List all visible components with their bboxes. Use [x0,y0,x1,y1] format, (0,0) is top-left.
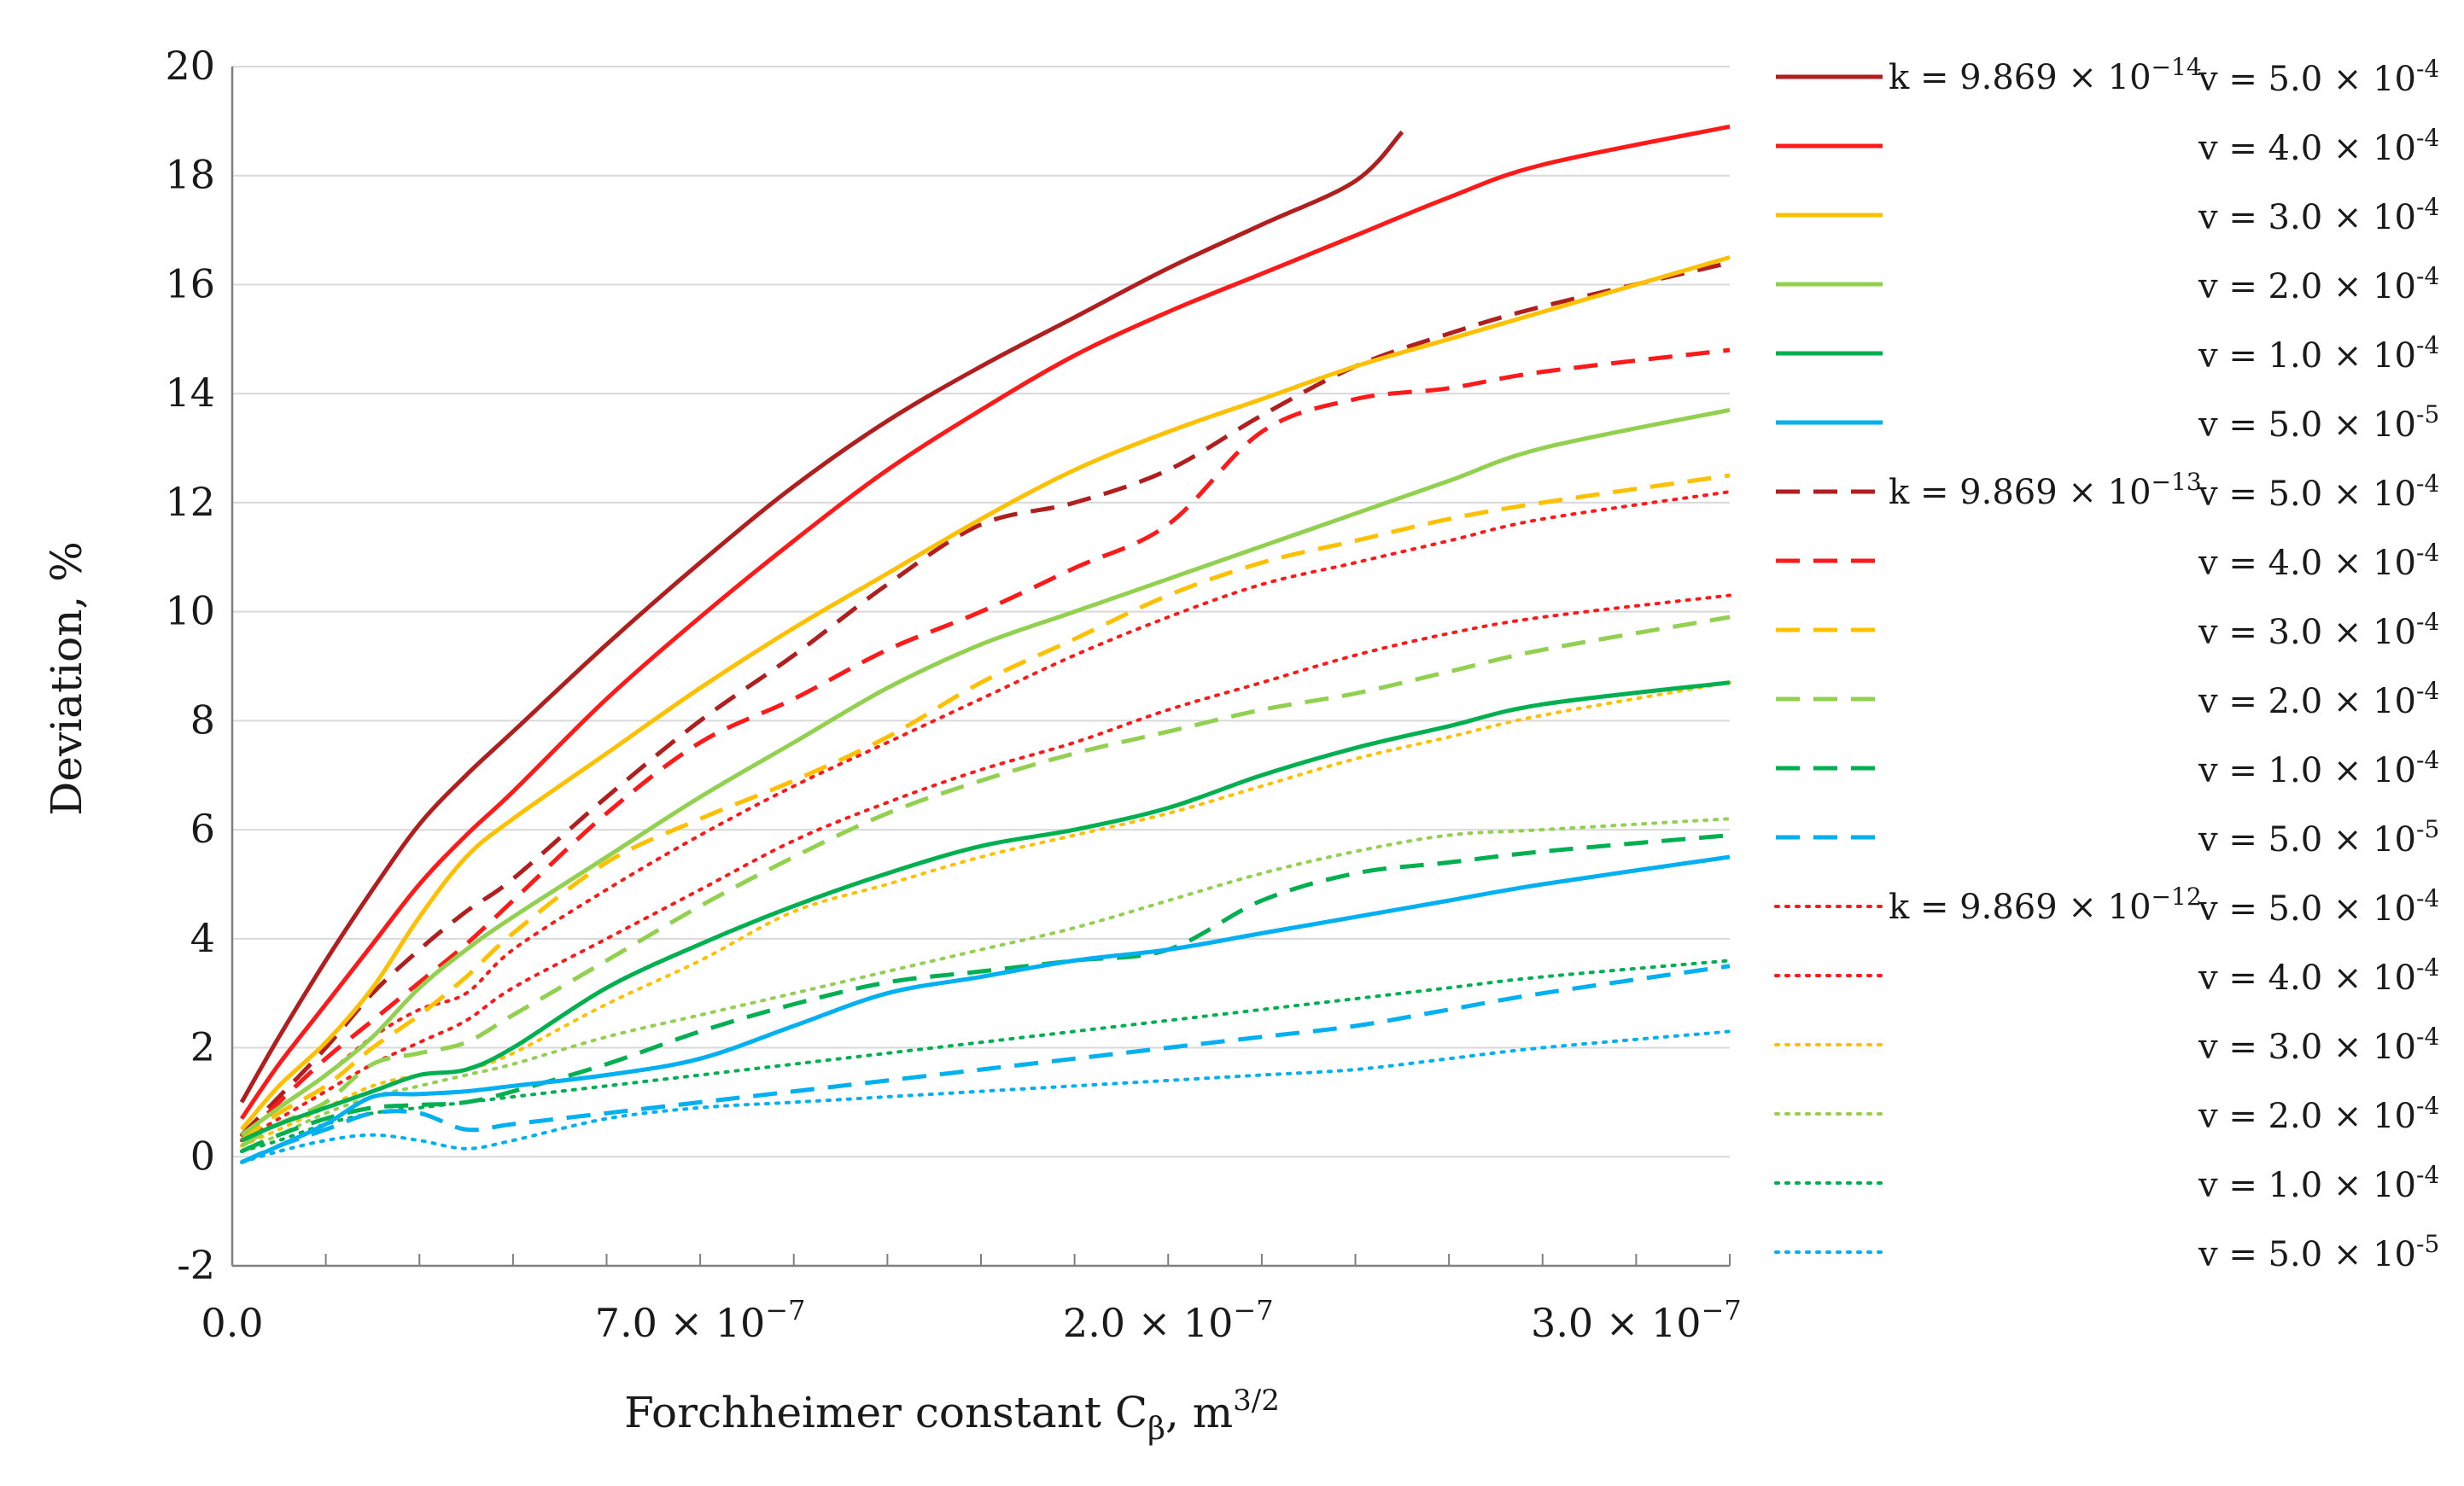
x-tick-label: 0.0 [201,1300,263,1346]
x-tick-label: 7.0 × 10−7 [595,1294,806,1346]
legend-v-label: v = 4.0 × 10-4 [2198,953,2439,998]
y-tick-label: 10 [165,588,215,634]
legend-v-label: v = 5.0 × 10-5 [2198,1230,2439,1274]
y-tick-label: 6 [190,806,215,852]
x-axis-title-unit: , m [1165,1388,1233,1437]
legend-v-label: v = 5.0 × 10-5 [2198,815,2439,860]
series-line [239,124,1731,1121]
legend-v-label: v = 3.0 × 10-4 [2198,193,2439,237]
x-axis-title-unit-superscript: 3/2 [1233,1384,1280,1418]
axes [231,67,1731,1267]
y-tick-label: 0 [190,1133,215,1179]
series-line [240,473,1731,1143]
legend-v-label: v = 5.0 × 10-4 [2198,469,2439,514]
legend-v-label: v = 2.0 × 10-4 [2198,262,2439,306]
legend-v-label: v = 1.0 × 10-4 [2198,1161,2439,1205]
y-tick-label: 18 [165,152,215,198]
x-axis-title-main: Forchheimer constant C [624,1388,1147,1437]
x-tick-label: 3.0 × 10−7 [1531,1294,1742,1346]
series-line [239,130,1404,1104]
series-line [240,593,1731,1143]
legend-k-label: k = 9.869 × 10−14 [1889,53,2202,97]
y-axis-title: Deviation, % [42,541,91,815]
legend-v-label: v = 5.0 × 10-4 [2198,55,2439,99]
x-axis-title: Forchheimer constant Cβ, m3/2 [624,1384,1280,1447]
legend-v-label: v = 1.0 × 10-4 [2198,746,2439,790]
legend-v-label: v = 1.0 × 10-4 [2198,331,2439,376]
series-lines [239,124,1731,1164]
y-tick-label: -2 [177,1242,215,1288]
series-line [240,347,1731,1142]
series-line [240,680,1731,1148]
y-tick-label: 4 [190,915,215,961]
series-line [240,833,1731,1154]
series-line [240,260,1731,1137]
series-line [240,680,1731,1143]
legend-v-label: v = 3.0 × 10-4 [2198,608,2439,652]
legend-v-label: v = 4.0 × 10-4 [2198,539,2439,583]
series-line [240,615,1731,1148]
legend-k-label: k = 9.869 × 10−12 [1889,883,2202,927]
series-line [240,964,1731,1164]
series-line [240,407,1731,1137]
legend-v-label: v = 3.0 × 10-4 [2198,1023,2439,1067]
x-tick-label: 2.0 × 10−7 [1063,1294,1274,1346]
legend-v-label: v = 5.0 × 10-4 [2198,884,2439,929]
y-tick-label: 12 [165,479,215,525]
y-tick-label: 20 [165,43,215,89]
y-tick-labels: -2 0 2 4 6 8 10 12 14 16 18 20 [165,43,215,1288]
series-line [240,817,1731,1153]
x-tick-labels: 0.0 7.0 × 10−7 2.0 × 10−7 3.0 × 10−7 [201,1294,1741,1346]
series-line [240,255,1731,1131]
series-line [240,490,1731,1137]
series-line [240,959,1731,1153]
x-axis-title-subscript: β [1147,1412,1165,1447]
y-tick-label: 8 [190,696,215,743]
legend-v-label: v = 2.0 × 10-4 [2198,1092,2439,1136]
legend: k = 9.869 × 10−14v = 5.0 × 10-4v = 4.0 ×… [1774,53,2439,1274]
series-line [240,1029,1731,1164]
legend-k-label: k = 9.869 × 10−13 [1889,468,2202,512]
y-tick-label: 2 [190,1024,215,1070]
legend-v-label: v = 5.0 × 10-5 [2198,400,2439,445]
series-line [240,854,1731,1164]
y-tick-label: 14 [165,370,215,416]
legend-v-label: v = 2.0 × 10-4 [2198,677,2439,721]
legend-v-label: v = 4.0 × 10-4 [2198,124,2439,168]
y-tick-label: 16 [165,260,215,306]
